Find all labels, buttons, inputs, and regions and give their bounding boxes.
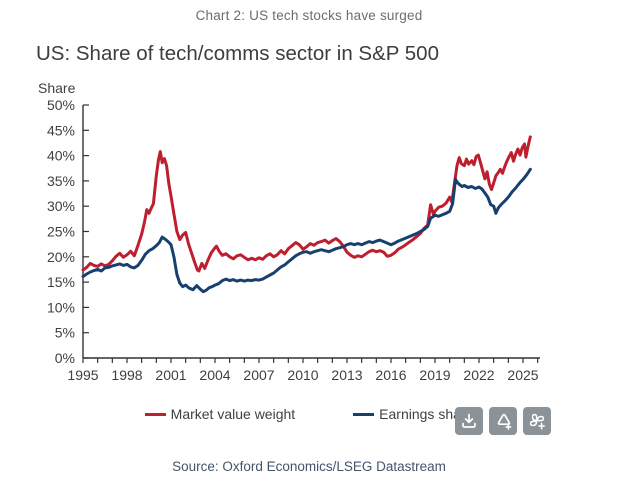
series-earnings-share — [81, 167, 532, 294]
y-tick-label: 15% — [47, 274, 75, 290]
x-tick-label: 2019 — [419, 367, 450, 383]
y-tick-label: 30% — [47, 198, 75, 214]
y-tick-label: 35% — [47, 173, 75, 189]
x-tick-label: 2004 — [199, 367, 230, 383]
x-tick-label: 2001 — [155, 367, 186, 383]
y-tick-label: 25% — [47, 224, 75, 240]
chart-toolbar — [455, 407, 551, 435]
x-tick-label: 2025 — [507, 367, 538, 383]
y-axis-unit-label: Share — [38, 80, 76, 96]
earnings-line-swatch — [353, 412, 375, 416]
y-tick-label: 10% — [47, 299, 75, 315]
y-tick-label: 0% — [55, 350, 75, 366]
series-market-value-weight — [81, 135, 532, 273]
x-tick-label: 1998 — [111, 367, 142, 383]
x-tick-label: 2013 — [331, 367, 362, 383]
download-icon — [462, 413, 476, 428]
x-tick-label: 2010 — [287, 367, 318, 383]
legend-label-earnings: Earnings share — [379, 406, 474, 422]
chart-caption: Chart 2: US tech stocks have surged — [195, 8, 423, 23]
y-tick-label: 40% — [47, 148, 75, 164]
pinwheel-add-button[interactable] — [523, 407, 551, 435]
download-button[interactable] — [455, 407, 483, 435]
legend-item-market-value[interactable]: Market value weight — [144, 406, 296, 422]
legend-label-market-value: Market value weight — [170, 406, 296, 422]
y-tick-label: 50% — [47, 97, 75, 113]
y-tick-label: 45% — [47, 122, 75, 138]
page-title: US: Share of tech/comms sector in S&P 50… — [36, 42, 439, 65]
source-text: Source: Oxford Economics/LSEG Datastream — [172, 459, 446, 474]
alert-add-icon — [497, 413, 511, 430]
y-tick-label: 5% — [55, 325, 75, 341]
x-tick-label: 2007 — [243, 367, 274, 383]
y-tick-label: 20% — [47, 249, 75, 265]
x-tick-label: 2022 — [463, 367, 494, 383]
chart-legend: Market value weight Earnings share — [0, 404, 618, 424]
pinwheel-add-icon — [529, 413, 545, 429]
alert-add-button[interactable] — [489, 407, 517, 435]
x-tick-label: 1995 — [67, 367, 98, 383]
legend-item-earnings[interactable]: Earnings share — [353, 406, 473, 422]
x-tick-label: 2016 — [375, 367, 406, 383]
market-value-line-swatch — [144, 412, 166, 416]
